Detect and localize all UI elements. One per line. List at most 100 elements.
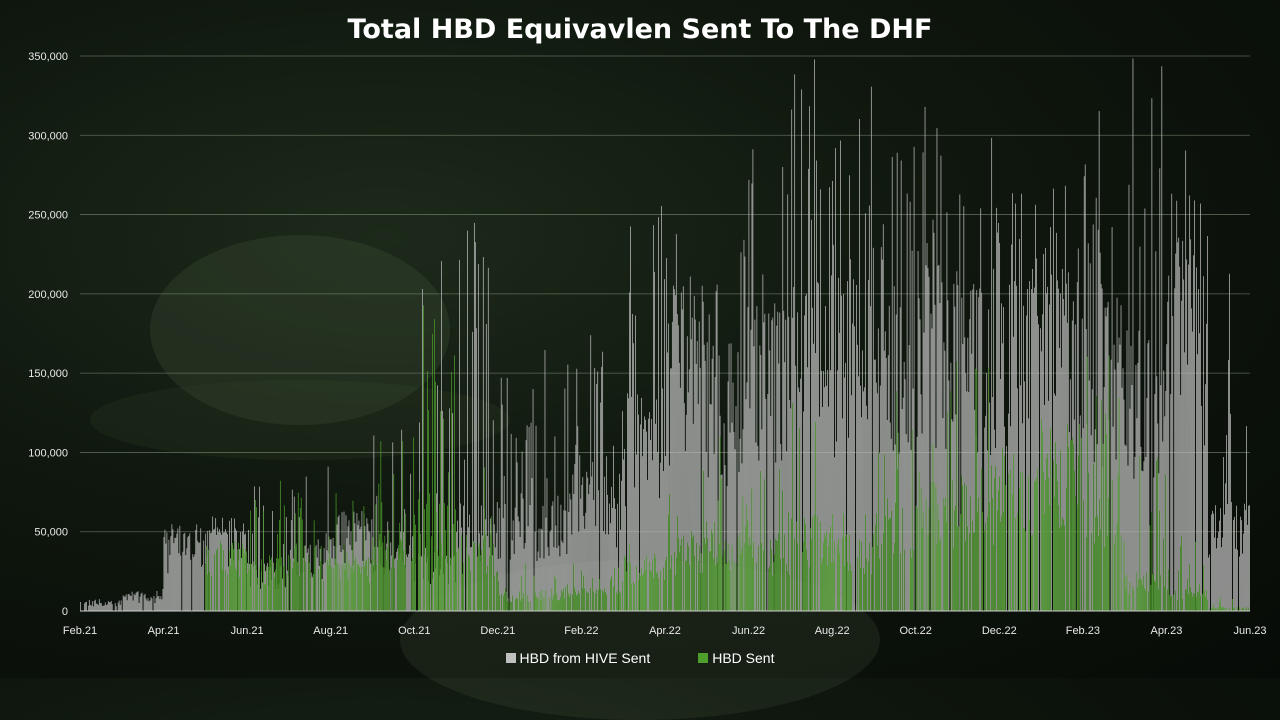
bar [89, 604, 91, 611]
bar [182, 551, 184, 611]
bar [332, 567, 334, 611]
bar [1111, 480, 1113, 611]
bar [899, 307, 901, 611]
bar [319, 561, 321, 611]
bar [1198, 289, 1199, 611]
bar [916, 507, 918, 611]
bar [1031, 289, 1032, 611]
bar [232, 542, 233, 611]
bar [591, 476, 593, 611]
bar [1245, 510, 1246, 611]
bar [608, 534, 610, 611]
bar [885, 358, 887, 611]
bar [1115, 459, 1117, 611]
bar [620, 592, 621, 611]
bar [632, 313, 633, 611]
bar [710, 404, 712, 611]
bar [1147, 343, 1149, 611]
bar [233, 549, 234, 611]
bar [778, 363, 780, 611]
bar [1162, 441, 1164, 611]
bar [153, 595, 155, 611]
bar [851, 570, 852, 611]
bar [1195, 541, 1196, 611]
bar [482, 257, 484, 611]
bar [388, 530, 390, 611]
bar [678, 552, 680, 611]
bar [619, 473, 620, 611]
bar [123, 596, 125, 611]
bar [158, 595, 160, 611]
bar [739, 438, 741, 611]
bar [629, 292, 630, 611]
bar [99, 602, 101, 611]
bar [345, 563, 347, 611]
bar [815, 421, 816, 611]
bar [310, 572, 312, 611]
bar [311, 576, 313, 611]
bar [809, 567, 810, 611]
bar [984, 427, 986, 611]
bar [376, 564, 378, 611]
bar [605, 592, 607, 611]
bar [1227, 504, 1228, 611]
bar [557, 600, 559, 611]
bar [699, 367, 701, 611]
bar [1169, 595, 1171, 611]
bar [145, 598, 147, 611]
bar [882, 532, 884, 611]
bar [967, 337, 969, 611]
bar [259, 486, 260, 611]
bar [487, 267, 489, 611]
bar [944, 350, 946, 611]
bar [644, 416, 645, 611]
bar [140, 593, 142, 611]
bar [849, 534, 850, 611]
bar [679, 387, 681, 611]
bar [1036, 258, 1037, 611]
bar [823, 542, 824, 611]
bar [252, 533, 253, 611]
bar [797, 312, 799, 611]
bar [973, 532, 975, 611]
bar [102, 605, 104, 611]
bar [397, 560, 399, 611]
bar [819, 416, 820, 611]
bar [613, 586, 614, 611]
bar [1158, 473, 1160, 611]
bar [893, 543, 895, 611]
bar [457, 520, 458, 611]
bar [1094, 517, 1096, 611]
bar [650, 439, 651, 611]
bar [335, 493, 337, 611]
bar [1188, 593, 1190, 611]
bar [780, 444, 782, 611]
bar [669, 368, 671, 611]
bar [839, 332, 840, 611]
bar [92, 606, 94, 611]
bar [940, 155, 942, 611]
bar [1246, 607, 1247, 611]
bar [527, 526, 529, 611]
bar [1000, 521, 1001, 611]
bar [746, 382, 748, 611]
bar [657, 571, 658, 611]
bar [733, 561, 735, 611]
bar [1217, 608, 1218, 611]
bar [1217, 537, 1218, 611]
bar [822, 558, 823, 611]
bar [1159, 510, 1161, 611]
bar [1170, 394, 1172, 611]
bar [1144, 208, 1146, 611]
bar [210, 533, 212, 611]
bar [891, 157, 893, 611]
bar [222, 569, 223, 611]
bar [1080, 437, 1082, 611]
bar [673, 289, 675, 611]
bar [360, 526, 362, 611]
bar [703, 344, 705, 611]
bar [1132, 586, 1134, 611]
bar [1204, 590, 1205, 611]
bar [401, 429, 403, 611]
bar [227, 574, 228, 611]
